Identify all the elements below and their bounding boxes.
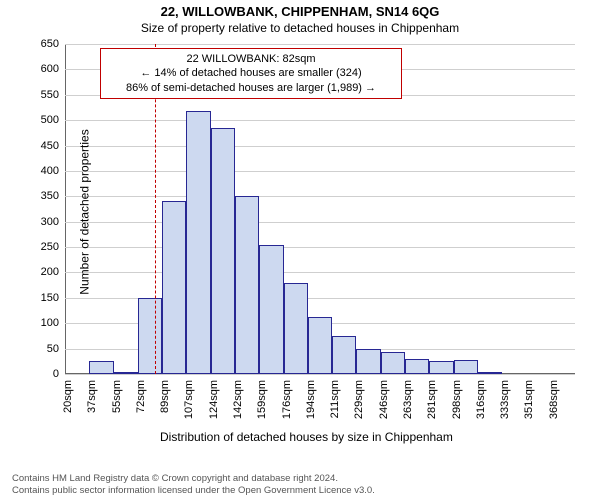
annotation-box: 22 WILLOWBANK: 82sqm ← 14% of detached h… bbox=[100, 48, 402, 99]
histogram-bar bbox=[162, 201, 186, 374]
grid-line bbox=[65, 247, 575, 248]
y-tick-label: 650 bbox=[41, 38, 65, 50]
y-tick-label: 600 bbox=[41, 63, 65, 75]
histogram-bar bbox=[429, 361, 453, 374]
footer-line-1: Contains HM Land Registry data © Crown c… bbox=[12, 473, 588, 484]
chart-title-sub: Size of property relative to detached ho… bbox=[0, 21, 600, 35]
histogram-bar bbox=[186, 111, 210, 374]
y-tick-label: 500 bbox=[41, 114, 65, 126]
x-tick-label: 37sqm bbox=[86, 380, 98, 413]
chart-title-main: 22, WILLOWBANK, CHIPPENHAM, SN14 6QG bbox=[0, 4, 600, 19]
grid-line bbox=[65, 222, 575, 223]
x-tick-label: 263sqm bbox=[402, 380, 414, 419]
grid-line bbox=[65, 146, 575, 147]
y-tick-label: 0 bbox=[53, 368, 65, 380]
histogram-bar bbox=[211, 128, 235, 374]
x-tick-label: 194sqm bbox=[305, 380, 317, 419]
annotation-line-1: 22 WILLOWBANK: 82sqm bbox=[107, 52, 395, 66]
footer: Contains HM Land Registry data © Crown c… bbox=[12, 473, 588, 496]
x-tick-label: 89sqm bbox=[159, 380, 171, 413]
y-tick-label: 200 bbox=[41, 266, 65, 278]
grid-line bbox=[65, 272, 575, 273]
x-tick-label: 333sqm bbox=[499, 380, 511, 419]
x-tick-label: 124sqm bbox=[208, 380, 220, 419]
x-tick-label: 211sqm bbox=[329, 380, 341, 418]
x-tick-label: 246sqm bbox=[378, 380, 390, 419]
histogram-bar bbox=[454, 360, 478, 374]
y-tick-label: 400 bbox=[41, 165, 65, 177]
histogram-bar bbox=[332, 336, 356, 374]
footer-line-2: Contains public sector information licen… bbox=[12, 485, 588, 496]
histogram-bar bbox=[138, 298, 162, 374]
chart-container: 22, WILLOWBANK, CHIPPENHAM, SN14 6QG Siz… bbox=[0, 0, 600, 500]
y-tick-label: 250 bbox=[41, 241, 65, 253]
grid-line bbox=[65, 374, 575, 375]
y-axis-label: Number of detached properties bbox=[78, 129, 92, 294]
x-tick-label: 107sqm bbox=[183, 380, 195, 419]
histogram-bar bbox=[114, 372, 138, 374]
histogram-bar bbox=[89, 361, 113, 374]
y-tick-label: 300 bbox=[41, 216, 65, 228]
x-tick-label: 316sqm bbox=[475, 380, 487, 419]
y-tick-label: 50 bbox=[47, 343, 65, 355]
y-tick-label: 550 bbox=[41, 89, 65, 101]
x-tick-label: 298sqm bbox=[451, 380, 463, 419]
x-tick-label: 351sqm bbox=[523, 380, 535, 419]
x-axis-label: Distribution of detached houses by size … bbox=[160, 430, 453, 444]
x-tick-label: 368sqm bbox=[548, 380, 560, 419]
annotation-line-2: ← 14% of detached houses are smaller (32… bbox=[107, 66, 395, 80]
x-tick-label: 176sqm bbox=[281, 380, 293, 419]
grid-line bbox=[65, 171, 575, 172]
x-tick-label: 159sqm bbox=[256, 380, 268, 419]
histogram-bar bbox=[356, 349, 380, 374]
grid-line bbox=[65, 120, 575, 121]
x-tick-label: 229sqm bbox=[353, 380, 365, 419]
y-tick-label: 450 bbox=[41, 140, 65, 152]
x-tick-label: 72sqm bbox=[135, 380, 147, 413]
y-tick-label: 150 bbox=[41, 292, 65, 304]
histogram-bar bbox=[478, 372, 502, 374]
histogram-bar bbox=[308, 317, 332, 374]
histogram-bar bbox=[259, 245, 283, 374]
y-axis-line bbox=[65, 44, 66, 374]
grid-line bbox=[65, 44, 575, 45]
grid-line bbox=[65, 196, 575, 197]
x-tick-label: 142sqm bbox=[232, 380, 244, 419]
x-tick-label: 55sqm bbox=[111, 380, 123, 413]
histogram-bar bbox=[284, 283, 308, 374]
annotation-line-3: 86% of semi-detached houses are larger (… bbox=[107, 81, 395, 95]
x-tick-label: 281sqm bbox=[426, 380, 438, 419]
histogram-bar bbox=[235, 196, 259, 374]
histogram-bar bbox=[405, 359, 429, 374]
y-tick-label: 350 bbox=[41, 190, 65, 202]
histogram-bar bbox=[381, 352, 405, 374]
x-tick-label: 20sqm bbox=[62, 380, 74, 413]
y-tick-label: 100 bbox=[41, 317, 65, 329]
